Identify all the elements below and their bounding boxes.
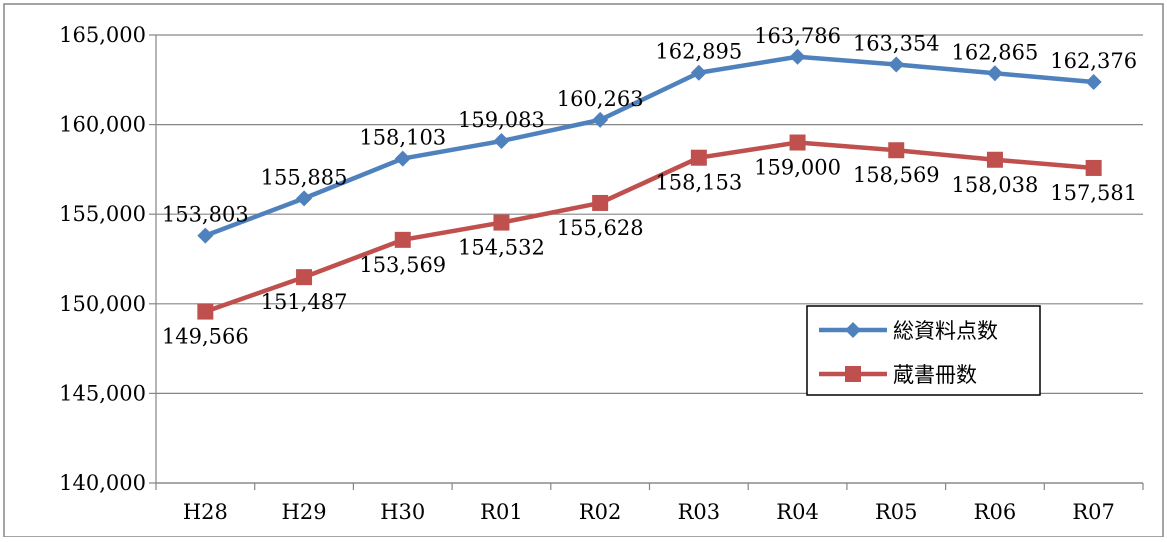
data-label: 163,786 bbox=[754, 24, 841, 48]
data-label: 155,628 bbox=[557, 216, 644, 240]
data-point bbox=[888, 56, 905, 73]
axes: 140,000 145,000 150,000 155,000 160,000 165,0… bbox=[59, 23, 1144, 524]
data-point bbox=[493, 214, 510, 231]
x-tick-label: R06 bbox=[974, 500, 1017, 524]
y-tick-label: 155,000 bbox=[59, 202, 146, 226]
x-tick-label: R03 bbox=[678, 500, 721, 524]
data-label: 154,532 bbox=[458, 236, 545, 260]
data-point bbox=[888, 142, 905, 159]
data-point bbox=[296, 269, 313, 286]
legend-marker bbox=[845, 366, 861, 382]
data-point bbox=[690, 64, 707, 81]
data-label: 162,865 bbox=[952, 40, 1039, 64]
legend-marker bbox=[845, 322, 861, 338]
x-tick-label: R02 bbox=[579, 500, 622, 524]
legend-label: 総資料点数 bbox=[893, 319, 998, 343]
data-labels: 153,803 155,885 158,103 159,083 160,263 162,8… bbox=[162, 24, 1137, 349]
data-label: 160,263 bbox=[557, 87, 644, 111]
data-label: 158,569 bbox=[853, 163, 940, 187]
data-label: 153,803 bbox=[162, 203, 249, 227]
data-label: 158,103 bbox=[359, 126, 446, 150]
data-label: 149,566 bbox=[162, 325, 249, 349]
data-label: 158,038 bbox=[952, 173, 1039, 197]
series-line-1 bbox=[204, 54, 1094, 238]
data-point bbox=[592, 111, 609, 128]
y-tick-label: 165,000 bbox=[59, 23, 146, 47]
x-tick-label: H29 bbox=[282, 500, 327, 524]
data-label: 157,581 bbox=[1050, 181, 1137, 205]
x-tick-label: H30 bbox=[380, 500, 425, 524]
data-point bbox=[986, 151, 1003, 168]
series-lines bbox=[197, 48, 1102, 320]
x-tick-label: R05 bbox=[875, 500, 918, 524]
x-tick-label: R01 bbox=[480, 500, 523, 524]
data-label: 153,569 bbox=[359, 253, 446, 277]
data-label: 159,000 bbox=[754, 156, 841, 180]
y-tick-label: 145,000 bbox=[59, 381, 146, 405]
data-point bbox=[592, 194, 609, 211]
data-label: 163,354 bbox=[853, 31, 940, 55]
chart-area-border bbox=[3, 3, 1164, 538]
x-tick-label: R04 bbox=[776, 500, 819, 524]
data-point bbox=[394, 231, 411, 248]
data-label: 162,895 bbox=[655, 40, 742, 64]
data-point bbox=[1085, 74, 1102, 91]
data-point bbox=[394, 150, 411, 167]
data-label: 159,083 bbox=[458, 108, 545, 132]
x-tick-label: R07 bbox=[1072, 500, 1115, 524]
y-tick-label: 140,000 bbox=[59, 471, 146, 495]
legend-label: 蔵書冊数 bbox=[893, 363, 977, 387]
y-tick-label: 150,000 bbox=[59, 292, 146, 316]
data-point bbox=[690, 149, 707, 166]
data-point bbox=[1085, 159, 1102, 176]
data-point bbox=[493, 133, 510, 150]
data-point bbox=[986, 65, 1003, 82]
data-label: 151,487 bbox=[261, 290, 348, 314]
series-line-2 bbox=[204, 140, 1094, 314]
data-point bbox=[789, 48, 806, 65]
data-point bbox=[197, 227, 214, 244]
data-label: 158,153 bbox=[655, 171, 742, 195]
data-point bbox=[296, 190, 313, 207]
y-tick-label: 160,000 bbox=[59, 113, 146, 137]
data-point bbox=[197, 303, 214, 320]
data-label: 155,885 bbox=[261, 165, 348, 189]
data-point bbox=[789, 134, 806, 151]
data-label: 162,376 bbox=[1050, 49, 1137, 73]
x-tick-label: H28 bbox=[183, 500, 228, 524]
